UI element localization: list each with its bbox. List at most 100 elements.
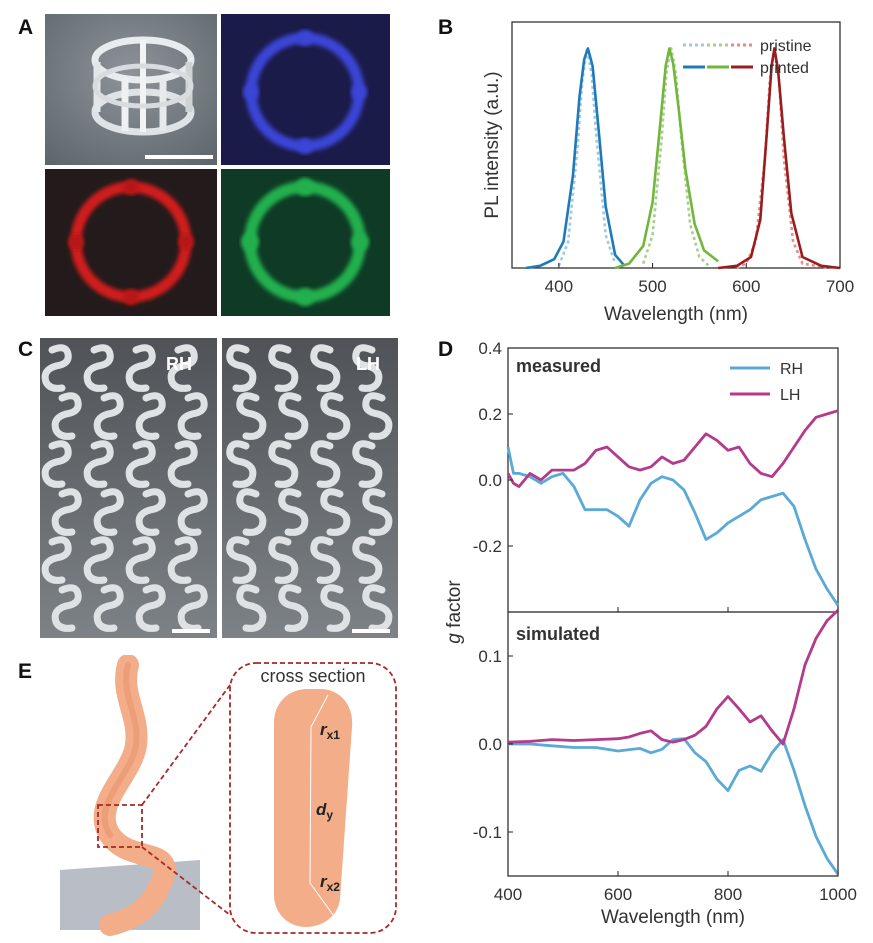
subplot-label-measured: measured [516,356,601,376]
legend-rh: RH [780,361,803,378]
helix-element [268,344,299,392]
panel-label-a: A [18,16,34,39]
x-axis-label: Wavelength (nm) [604,304,748,325]
legend-printed: printed [760,60,809,77]
helix-element [278,584,309,632]
helix-element [320,392,351,440]
panel-c-images: RH LH [40,338,398,638]
panel-label-d: D [438,338,454,361]
panel-a-images [45,14,390,316]
measured-curve-lh [506,409,839,488]
helix-element [41,344,72,392]
helix-element [320,488,351,536]
y-tick-label: 0.0 [478,471,502,490]
pl-curve-5 [718,47,841,270]
simulated-curve-lh [507,609,839,746]
helix-element [352,344,383,392]
helix-element [226,440,257,488]
helix-element [83,536,114,584]
scale-bar-rh [172,629,210,633]
panel-label-b: B [438,16,454,39]
x-tick-label: 500 [638,277,666,296]
helix-element [125,344,156,392]
helix-element [310,536,341,584]
helix-element [362,584,393,632]
y-axis-label: g factor [444,580,465,644]
y-axis-label: PL intensity (a.u.) [482,71,503,218]
red-fluorescence-ring [45,169,217,316]
g-factor-series-group [506,409,840,875]
label-rx1: rx1 [320,720,340,742]
helix-element [125,536,156,584]
helix-element [236,584,267,632]
helix-element [362,392,393,440]
helix-element [278,392,309,440]
panel-d-chart: 0.4 0.2 0.0 -0.2 0.1 0.0 -0.1 400 600 800 1000 me… [444,339,857,928]
helix-element [93,392,124,440]
y-tick-labels: 0.4 0.2 0.0 -0.2 0.1 0.0 -0.1 [473,339,513,842]
scale-bar [145,155,213,159]
helix-element [236,488,267,536]
helix-element [352,536,383,584]
x-tick-label: 600 [604,885,632,904]
x-tick-label: 1000 [819,885,857,904]
label-rh: RH [166,354,192,374]
helix-element [226,344,257,392]
x-tick-label: 400 [494,885,522,904]
y-tick-label: 0.0 [478,735,502,754]
y-tick-label: 0.2 [478,405,502,424]
y-tick-label: 0.4 [478,339,502,358]
legend: pristine printed [683,38,812,77]
x-tick-label: 800 [714,885,742,904]
x-tick-labels: 400 500 600 700 [545,263,854,296]
helix-element [310,344,341,392]
measured-curve-rh [506,446,840,607]
helix-element [352,440,383,488]
pl-curve-4 [614,47,719,270]
helix-element [268,536,299,584]
helix-pattern [41,344,393,632]
cross-section-title: cross section [260,666,365,686]
label-dy: dy [316,800,333,822]
helix-element [41,440,72,488]
helix-element [177,488,208,536]
sem-image-ring [45,14,217,165]
helix-element [226,536,257,584]
x-tick-label: 400 [545,277,573,296]
helix-element [93,488,124,536]
helix-element [177,584,208,632]
plot-frame [511,21,841,269]
helix-element [135,584,166,632]
x-tick-labels: 400 600 800 1000 [494,607,857,904]
pl-series-group [525,47,841,270]
helix-element [41,536,72,584]
helix-element [236,392,267,440]
helix-element [362,488,393,536]
panel-label-e: E [18,660,33,683]
panel-b-chart: 400 500 600 700 Wavelength (nm) PL intensit… [482,21,854,325]
label-rx2: rx2 [320,872,340,894]
helix-element [310,440,341,488]
green-fluorescence-ring [221,169,390,316]
y-tick-label: 0.1 [478,647,502,666]
helix-element [167,440,198,488]
helix-element [135,392,166,440]
x-tick-label: 600 [732,277,760,296]
helix-element [125,440,156,488]
legend-pristine: pristine [760,38,812,55]
x-axis-label: Wavelength (nm) [601,907,745,928]
y-tick-label: -0.2 [473,537,502,556]
scale-bar-lh [352,629,390,633]
pl-curve-3 [525,47,626,270]
label-lh: LH [356,354,380,374]
blue-fluorescence-ring [221,14,390,165]
helix-element [177,392,208,440]
helix-element [51,488,82,536]
pl-curve-2 [736,47,831,270]
simulated-curve-rh [508,737,840,875]
helix-element [268,440,299,488]
x-tick-label: 700 [826,277,854,296]
helix-element [135,488,166,536]
panel-label-c: C [18,338,34,361]
helix-element [93,584,124,632]
